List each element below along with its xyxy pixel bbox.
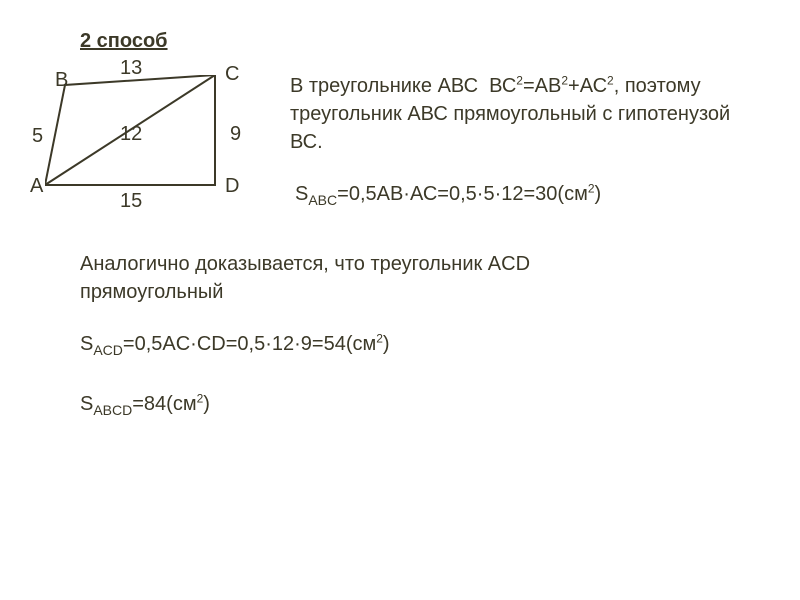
diagram-svg — [45, 75, 245, 215]
area-acd: SACD=0,5AC·CD=0,5·12·9=54(см2) — [80, 330, 390, 361]
diagonal-label: 12 — [120, 123, 142, 146]
side-ab: 5 — [32, 125, 43, 148]
method-heading: 2 способ — [80, 30, 168, 53]
vertex-b: B — [55, 69, 68, 92]
quadrilateral-diagram: A B C D 5 13 9 15 12 — [45, 75, 245, 215]
side-bc: 13 — [120, 57, 142, 80]
side-cd: 9 — [230, 123, 241, 146]
paragraph-pythagoras: В треугольнике АВС ВС2=АВ2+АС2, поэтому … — [290, 72, 760, 156]
side-ad: 15 — [120, 190, 142, 213]
vertex-c: C — [225, 63, 239, 86]
area-abc: SABC=0,5АВ·АС=0,5·5·12=30(см2) — [295, 180, 601, 211]
vertex-d: D — [225, 175, 239, 198]
paragraph-acd: Аналогично доказывается, что треугольник… — [80, 250, 680, 306]
area-abcd: SABCD=84(см2) — [80, 390, 210, 421]
vertex-a: A — [30, 175, 43, 198]
